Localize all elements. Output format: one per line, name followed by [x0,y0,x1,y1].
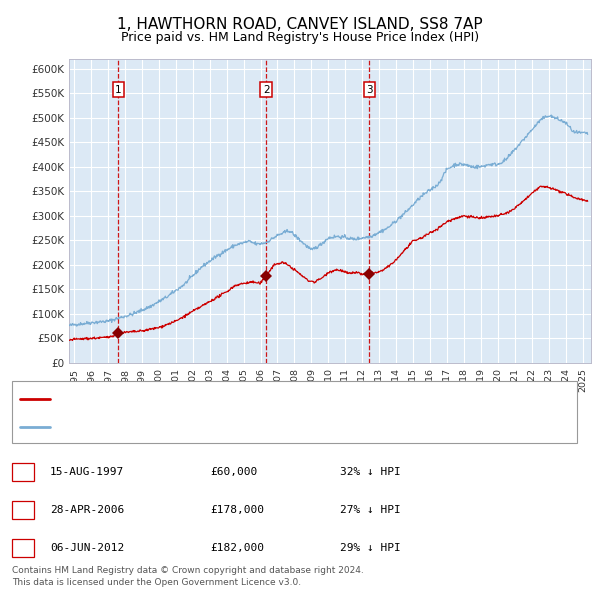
Bar [12,539,34,557]
Text: 1, HAWTHORN ROAD, CANVEY ISLAND, SS8 7AP: 1, HAWTHORN ROAD, CANVEY ISLAND, SS8 7AP [117,17,483,31]
Text: 15-AUG-1997: 15-AUG-1997 [50,467,124,477]
Text: 06-JUN-2012: 06-JUN-2012 [50,543,124,553]
Text: 27% ↓ HPI: 27% ↓ HPI [340,505,401,515]
Text: 2: 2 [263,85,269,95]
Text: Contains HM Land Registry data © Crown copyright and database right 2024.
This d: Contains HM Land Registry data © Crown c… [12,566,364,587]
Text: £182,000: £182,000 [210,543,264,553]
Bar [12,502,34,519]
Text: Price paid vs. HM Land Registry's House Price Index (HPI): Price paid vs. HM Land Registry's House … [121,31,479,44]
Text: 3: 3 [19,543,26,553]
Text: 32% ↓ HPI: 32% ↓ HPI [340,467,401,477]
Text: 1: 1 [19,467,26,477]
Text: 2: 2 [19,505,26,515]
Text: £178,000: £178,000 [210,505,264,515]
Text: 1, HAWTHORN ROAD, CANVEY ISLAND, SS8 7AP (detached house): 1, HAWTHORN ROAD, CANVEY ISLAND, SS8 7AP… [56,394,400,404]
Text: £60,000: £60,000 [210,467,257,477]
Bar [12,381,577,442]
Text: 28-APR-2006: 28-APR-2006 [50,505,124,515]
Text: 3: 3 [366,85,373,95]
Bar [12,463,34,481]
Text: 29% ↓ HPI: 29% ↓ HPI [340,543,401,553]
Text: HPI: Average price, detached house, Castle Point: HPI: Average price, detached house, Cast… [56,421,311,431]
Text: 1: 1 [115,85,122,95]
